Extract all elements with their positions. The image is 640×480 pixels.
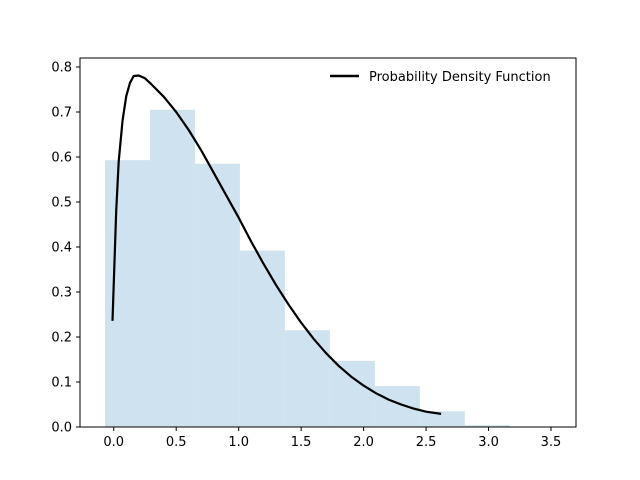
histogram-bars xyxy=(104,109,555,427)
x-tick-label: 2.5 xyxy=(416,435,437,450)
y-tick-label: 0.4 xyxy=(51,241,72,256)
histogram-bar-6 xyxy=(374,386,420,427)
plot-area-frame xyxy=(79,57,577,428)
x-tick-label: 3.0 xyxy=(478,435,499,450)
pdf-line xyxy=(111,74,442,415)
x-axis: 0.0 0.5 1.0 1.5 2.0 2.5 3.0 3.5 xyxy=(103,427,561,450)
y-axis: 0.0 0.1 0.2 0.3 0.4 0.5 0.6 0.7 0.8 xyxy=(51,61,80,436)
y-tick-label: 0.6 xyxy=(51,151,72,166)
histogram-bar-5 xyxy=(329,360,375,427)
x-tick-label: 0.5 xyxy=(166,435,187,450)
histogram-bar-4 xyxy=(284,330,330,427)
pdf-line-group xyxy=(111,74,442,415)
y-tick-label: 0.1 xyxy=(51,376,72,391)
y-tick-label: 0.7 xyxy=(51,106,72,121)
y-tick-label: 0.8 xyxy=(51,61,72,76)
y-tick-label: 0.0 xyxy=(51,421,72,436)
x-tick-label: 2.0 xyxy=(353,435,374,450)
x-tick-label: 3.5 xyxy=(541,435,562,450)
y-tick-label: 0.5 xyxy=(51,196,72,211)
histogram-bar-0 xyxy=(104,160,150,427)
histogram-bar-3 xyxy=(239,250,285,427)
x-tick-label: 1.5 xyxy=(291,435,312,450)
x-tick-label: 0.0 xyxy=(103,435,124,450)
y-tick-label: 0.3 xyxy=(51,286,72,301)
legend-label-pdf: Probability Density Function xyxy=(369,70,551,85)
x-tick-label: 1.0 xyxy=(228,435,249,450)
histogram-bar-8 xyxy=(464,425,510,427)
histogram-bar-7 xyxy=(419,411,465,427)
legend: Probability Density Function xyxy=(330,70,551,85)
y-tick-label: 0.2 xyxy=(51,331,72,346)
histogram-bar-1 xyxy=(149,109,195,427)
histogram-bar-2 xyxy=(194,163,240,427)
